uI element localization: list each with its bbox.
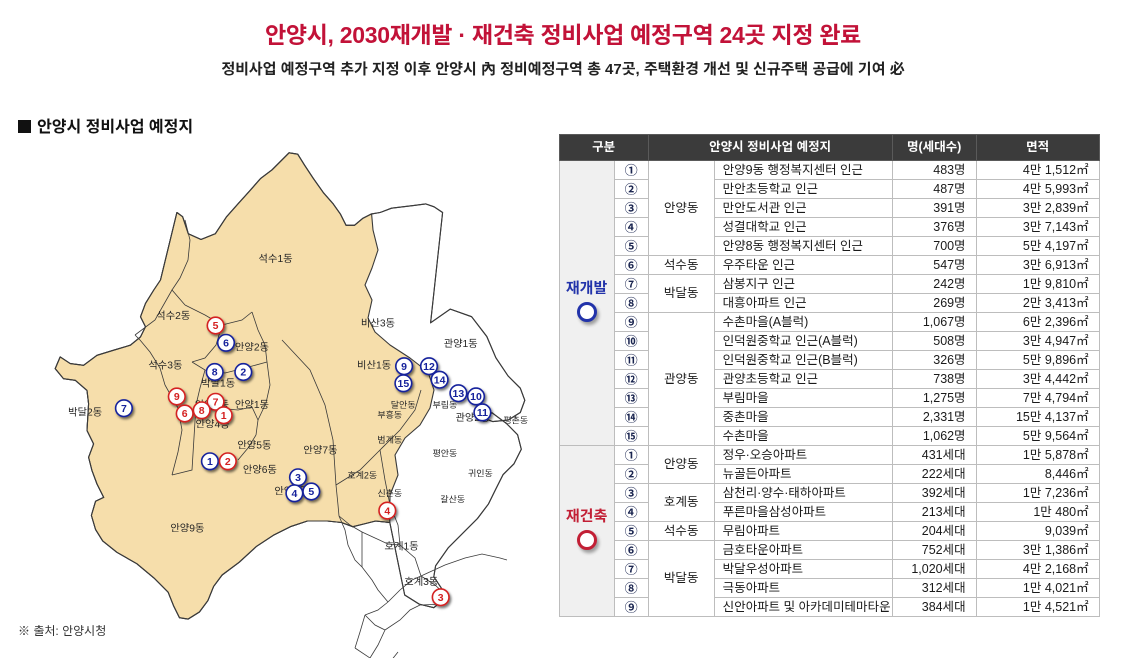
svg-text:안양6동: 안양6동 bbox=[243, 464, 277, 476]
svg-text:석수3동: 석수3동 bbox=[148, 359, 182, 371]
svg-text:안양2동: 안양2동 bbox=[235, 341, 269, 353]
svg-text:1: 1 bbox=[221, 410, 227, 422]
svg-text:비산1동: 비산1동 bbox=[357, 359, 391, 371]
svg-text:안양5동: 안양5동 bbox=[237, 440, 271, 452]
svg-text:8: 8 bbox=[212, 367, 218, 379]
svg-text:7: 7 bbox=[121, 403, 127, 415]
svg-text:갈산동: 갈산동 bbox=[440, 494, 465, 504]
svg-text:11: 11 bbox=[477, 407, 488, 419]
svg-text:박달2동: 박달2동 bbox=[68, 407, 102, 419]
svg-text:6: 6 bbox=[223, 338, 229, 350]
svg-text:4: 4 bbox=[291, 488, 297, 500]
svg-text:2: 2 bbox=[225, 456, 231, 468]
svg-text:호계1동: 호계1동 bbox=[385, 541, 419, 553]
svg-text:안양9동: 안양9동 bbox=[170, 522, 204, 534]
svg-text:5: 5 bbox=[308, 486, 314, 498]
svg-text:13: 13 bbox=[453, 388, 465, 400]
svg-text:부림동: 부림동 bbox=[432, 400, 457, 410]
svg-text:비산3동: 비산3동 bbox=[361, 318, 395, 330]
svg-text:7: 7 bbox=[213, 397, 219, 409]
svg-text:3: 3 bbox=[295, 472, 301, 484]
svg-text:평안동: 평안동 bbox=[432, 449, 457, 459]
svg-text:호계2동: 호계2동 bbox=[347, 471, 377, 481]
svg-text:12: 12 bbox=[423, 361, 435, 373]
svg-text:부흥동: 부흥동 bbox=[377, 410, 402, 420]
svg-text:9: 9 bbox=[401, 361, 407, 373]
svg-text:15: 15 bbox=[398, 378, 410, 390]
svg-text:석수2동: 석수2동 bbox=[156, 310, 190, 322]
svg-text:2: 2 bbox=[240, 367, 246, 379]
svg-text:달안동: 달안동 bbox=[391, 400, 416, 410]
svg-text:9: 9 bbox=[174, 391, 180, 403]
svg-text:안양7동: 안양7동 bbox=[303, 444, 337, 456]
svg-text:안양1동: 안양1동 bbox=[235, 399, 269, 411]
svg-text:1: 1 bbox=[207, 456, 213, 468]
svg-text:8: 8 bbox=[199, 405, 205, 417]
svg-text:호계3동: 호계3동 bbox=[404, 576, 438, 588]
svg-text:6: 6 bbox=[182, 408, 188, 420]
svg-text:관양1동: 관양1동 bbox=[444, 338, 478, 350]
svg-text:14: 14 bbox=[434, 374, 446, 386]
svg-text:신촌동: 신촌동 bbox=[377, 489, 402, 499]
svg-text:5: 5 bbox=[213, 320, 219, 332]
svg-text:3: 3 bbox=[438, 592, 444, 604]
svg-text:석수1동: 석수1동 bbox=[259, 253, 293, 265]
svg-text:범계동: 범계동 bbox=[377, 435, 402, 445]
svg-text:귀인동: 귀인동 bbox=[468, 468, 493, 478]
svg-text:10: 10 bbox=[470, 391, 482, 403]
svg-text:4: 4 bbox=[384, 505, 390, 517]
